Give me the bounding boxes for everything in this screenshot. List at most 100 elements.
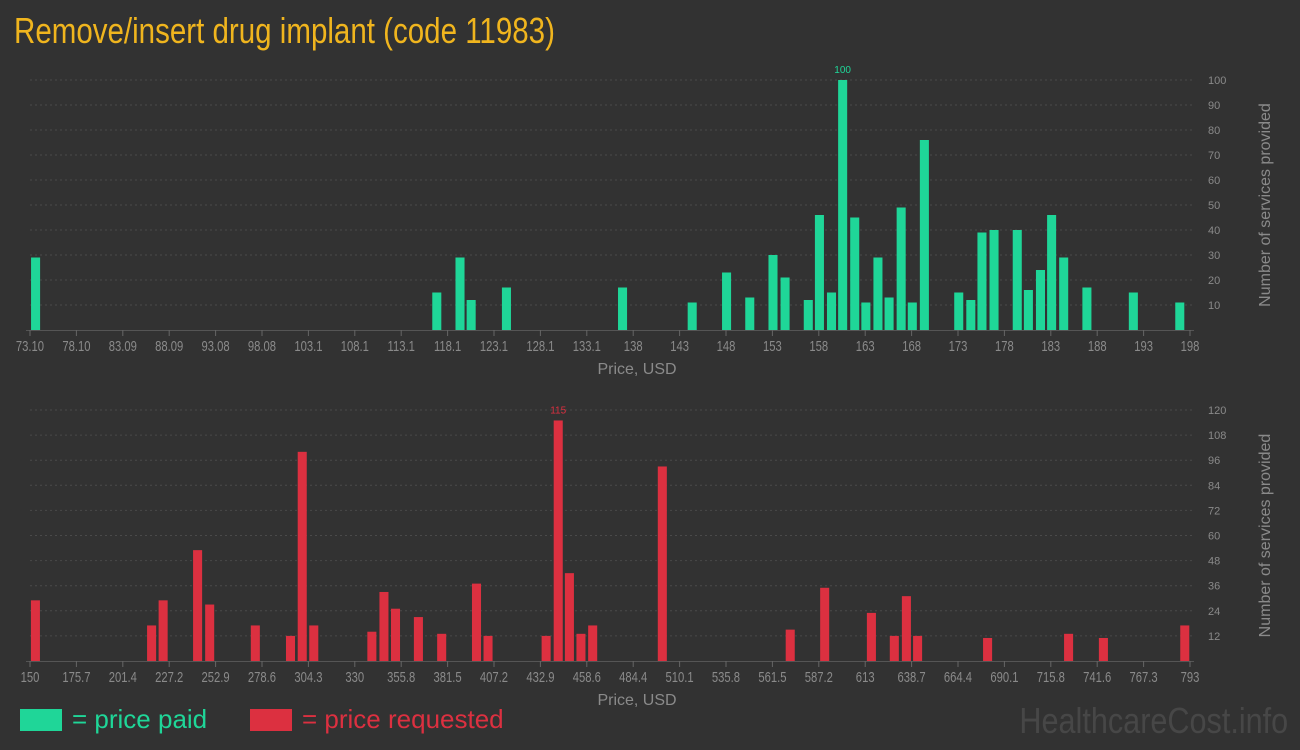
- bar: [687, 302, 697, 330]
- bar: [820, 587, 830, 661]
- x-tick-label: 252.9: [202, 668, 230, 685]
- bar: [31, 257, 41, 330]
- x-tick-label: 88.09: [155, 337, 183, 354]
- x-tick-label: 98.08: [248, 337, 276, 354]
- x-tick-label: 143: [670, 337, 689, 354]
- y-tick-label: 36: [1208, 581, 1220, 593]
- peak-data-label: 115: [550, 405, 566, 416]
- x-tick-label: 355.8: [387, 668, 415, 685]
- bar: [850, 217, 860, 330]
- bar: [896, 207, 906, 330]
- legend-requested-label: = price requested: [302, 704, 504, 734]
- x-tick-label: 93.08: [202, 337, 230, 354]
- bar: [1082, 287, 1092, 330]
- y-axis-title: Number of services provided: [1257, 434, 1274, 638]
- x-tick-label: 133.1: [573, 337, 601, 354]
- bar: [861, 302, 871, 330]
- legend-paid-label: = price paid: [72, 704, 208, 734]
- bar: [193, 550, 203, 661]
- x-tick-label: 173: [949, 337, 968, 354]
- y-tick-label: 24: [1208, 606, 1220, 618]
- bar: [977, 232, 987, 330]
- x-tick-label: 183: [1041, 337, 1060, 354]
- bar: [657, 466, 667, 661]
- y-tick-label: 60: [1208, 175, 1220, 187]
- x-tick-label: 535.8: [712, 668, 740, 685]
- bar: [437, 633, 447, 661]
- bar: [884, 297, 894, 330]
- legend-paid: = price paid: [20, 704, 207, 735]
- bar: [889, 635, 899, 661]
- x-tick-label: 158: [809, 337, 828, 354]
- x-tick-label: 793: [1181, 668, 1200, 685]
- bar: [285, 635, 296, 661]
- y-tick-label: 40: [1208, 225, 1220, 237]
- x-tick-label: 163: [856, 337, 875, 354]
- page-title: Remove/insert drug implant (code 11983): [14, 10, 555, 51]
- bar: [501, 287, 511, 330]
- bar: [1180, 625, 1190, 661]
- bar: [564, 573, 574, 661]
- y-tick-label: 10: [1208, 300, 1220, 312]
- bar: [866, 612, 876, 661]
- legend-requested: = price requested: [250, 704, 504, 735]
- bar: [954, 292, 964, 330]
- bar: [919, 140, 929, 330]
- y-tick-label: 90: [1208, 100, 1220, 112]
- y-tick-label: 48: [1208, 556, 1220, 568]
- x-tick-label: 690.1: [990, 668, 1018, 685]
- bar: [1035, 270, 1045, 330]
- x-tick-label: 767.3: [1130, 668, 1158, 685]
- y-tick-label: 80: [1208, 125, 1220, 137]
- y-axis-title: Number of services provided: [1257, 103, 1274, 307]
- x-tick-label: 741.6: [1083, 668, 1111, 685]
- bar: [814, 215, 824, 330]
- x-tick-label: 613: [856, 668, 875, 685]
- bar: [745, 297, 755, 330]
- x-tick-label: 78.10: [62, 337, 90, 354]
- x-tick-label: 103.1: [294, 337, 322, 354]
- bar: [1012, 230, 1022, 330]
- x-tick-label: 118.1: [434, 337, 461, 354]
- x-tick-label: 73.10: [16, 337, 44, 354]
- x-tick-label: 304.3: [294, 668, 322, 685]
- bar: [826, 292, 837, 330]
- x-tick-label: 128.1: [526, 337, 554, 354]
- x-tick-label: 198: [1181, 337, 1200, 354]
- y-tick-label: 120: [1208, 405, 1226, 417]
- bar: [297, 451, 307, 661]
- peak-data-label: 100: [834, 65, 851, 76]
- x-tick-label: 193: [1134, 337, 1153, 354]
- bar: [1059, 257, 1069, 330]
- bar: [780, 277, 790, 330]
- bar: [471, 583, 482, 661]
- x-tick-label: 201.4: [109, 668, 137, 685]
- y-tick-label: 96: [1208, 455, 1220, 467]
- bar: [483, 635, 493, 661]
- x-tick-label: 113.1: [388, 337, 415, 354]
- x-tick-label: 278.6: [248, 668, 276, 685]
- bar: [432, 292, 442, 330]
- bar: [983, 637, 993, 661]
- x-tick-label: 153: [763, 337, 782, 354]
- x-tick-label: 510.1: [666, 668, 694, 685]
- x-tick-label: 484.4: [619, 668, 647, 685]
- x-tick-label: 178: [995, 337, 1014, 354]
- bar: [618, 287, 628, 330]
- bar: [309, 625, 319, 661]
- x-tick-label: 175.7: [62, 668, 90, 685]
- x-tick-label: 715.8: [1037, 668, 1065, 685]
- y-tick-label: 30: [1208, 250, 1220, 262]
- x-tick-label: 638.7: [898, 668, 926, 685]
- bar: [1047, 215, 1057, 330]
- bar: [553, 420, 563, 661]
- bar: [1128, 292, 1138, 330]
- legend-requested-swatch: [250, 708, 292, 731]
- bar: [722, 272, 732, 330]
- x-tick-label: 587.2: [805, 668, 833, 685]
- bar: [205, 604, 215, 661]
- y-tick-label: 72: [1208, 505, 1220, 517]
- x-tick-label: 138: [624, 337, 643, 354]
- y-tick-label: 50: [1208, 200, 1220, 212]
